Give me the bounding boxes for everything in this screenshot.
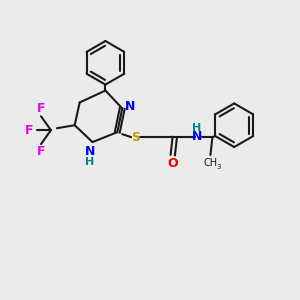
Text: F: F bbox=[25, 124, 33, 137]
Text: F: F bbox=[37, 146, 45, 158]
Text: S: S bbox=[130, 130, 140, 144]
Text: N: N bbox=[191, 130, 202, 142]
Text: H: H bbox=[192, 123, 201, 133]
Text: 3: 3 bbox=[216, 164, 220, 170]
Text: CH: CH bbox=[203, 158, 218, 168]
Text: F: F bbox=[37, 102, 45, 115]
Text: O: O bbox=[167, 158, 178, 170]
Text: N: N bbox=[125, 100, 135, 113]
Text: H: H bbox=[85, 157, 94, 167]
Text: N: N bbox=[84, 146, 95, 158]
